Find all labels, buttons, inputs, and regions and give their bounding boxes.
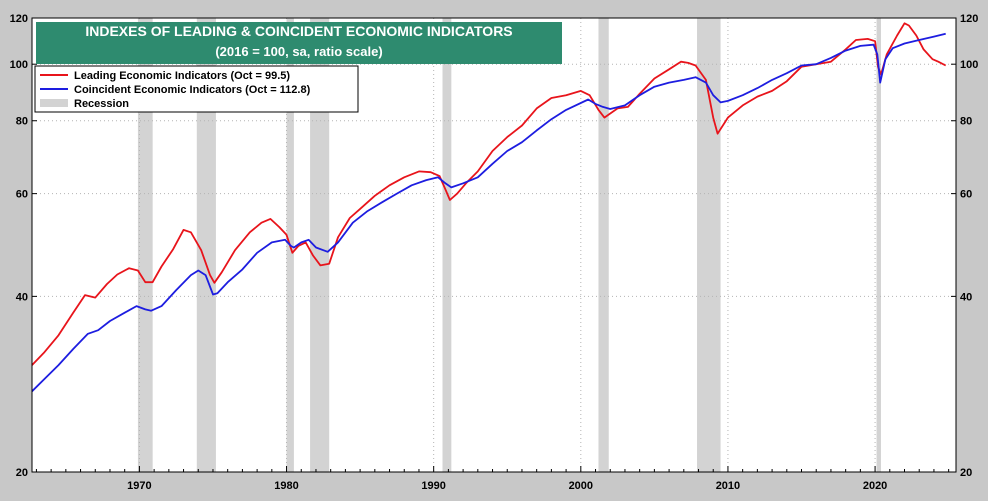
y-tick-label-right-4: 100 <box>960 59 978 71</box>
recession-band-1 <box>196 18 216 472</box>
legend: Leading Economic Indicators (Oct = 99.5)… <box>34 65 359 113</box>
legend-label-leading: Leading Economic Indicators (Oct = 99.5) <box>74 70 290 82</box>
title-box-background <box>36 22 562 64</box>
y-tick-label-right-2: 60 <box>960 189 972 201</box>
x-tick-label-3: 2000 <box>569 480 593 492</box>
legend-label-coincident: Coincident Economic Indicators (Oct = 11… <box>74 84 311 96</box>
recession-band-6 <box>697 18 721 472</box>
y-tick-label-left-0: 20 <box>16 467 28 479</box>
x-tick-label-2: 1990 <box>421 480 445 492</box>
y-tick-label-right-3: 80 <box>960 116 972 128</box>
recession-band-5 <box>598 18 609 472</box>
plot-frame <box>31 17 957 473</box>
y-tick-label-left-3: 80 <box>16 116 28 128</box>
series-line-leading <box>31 22 947 366</box>
x-tick-label-0: 1970 <box>127 480 151 492</box>
x-tick-label-4: 2010 <box>716 480 740 492</box>
recession-band-4 <box>442 18 452 472</box>
recession-band-0 <box>137 18 153 472</box>
y-tick-label-right-0: 20 <box>960 467 972 479</box>
series-layer <box>31 22 947 392</box>
y-tick-label-left-4: 100 <box>10 59 28 71</box>
series-line-coincident <box>31 32 946 392</box>
chart-title: INDEXES OF LEADING & COINCIDENT ECONOMIC… <box>85 23 512 39</box>
legend-box <box>34 65 359 113</box>
y-tick-label-right-5: 120 <box>960 13 978 25</box>
x-tick-label-1: 1980 <box>274 480 298 492</box>
chart-subtitle: (2016 = 100, sa, ratio scale) <box>215 44 382 59</box>
recession-band-3 <box>310 18 330 472</box>
title-box: INDEXES OF LEADING & COINCIDENT ECONOMIC… <box>36 22 562 64</box>
y-tick-label-left-2: 60 <box>16 189 28 201</box>
y-tick-label-left-1: 40 <box>16 291 28 303</box>
legend-label-recession: Recession <box>74 98 129 110</box>
legend-swatch-recession <box>40 99 68 107</box>
y-tick-label-right-1: 40 <box>960 291 972 303</box>
y-tick-label-left-5: 120 <box>10 13 28 25</box>
recession-layer <box>137 18 881 472</box>
recession-band-7 <box>876 18 881 472</box>
x-tick-label-5: 2020 <box>863 480 887 492</box>
